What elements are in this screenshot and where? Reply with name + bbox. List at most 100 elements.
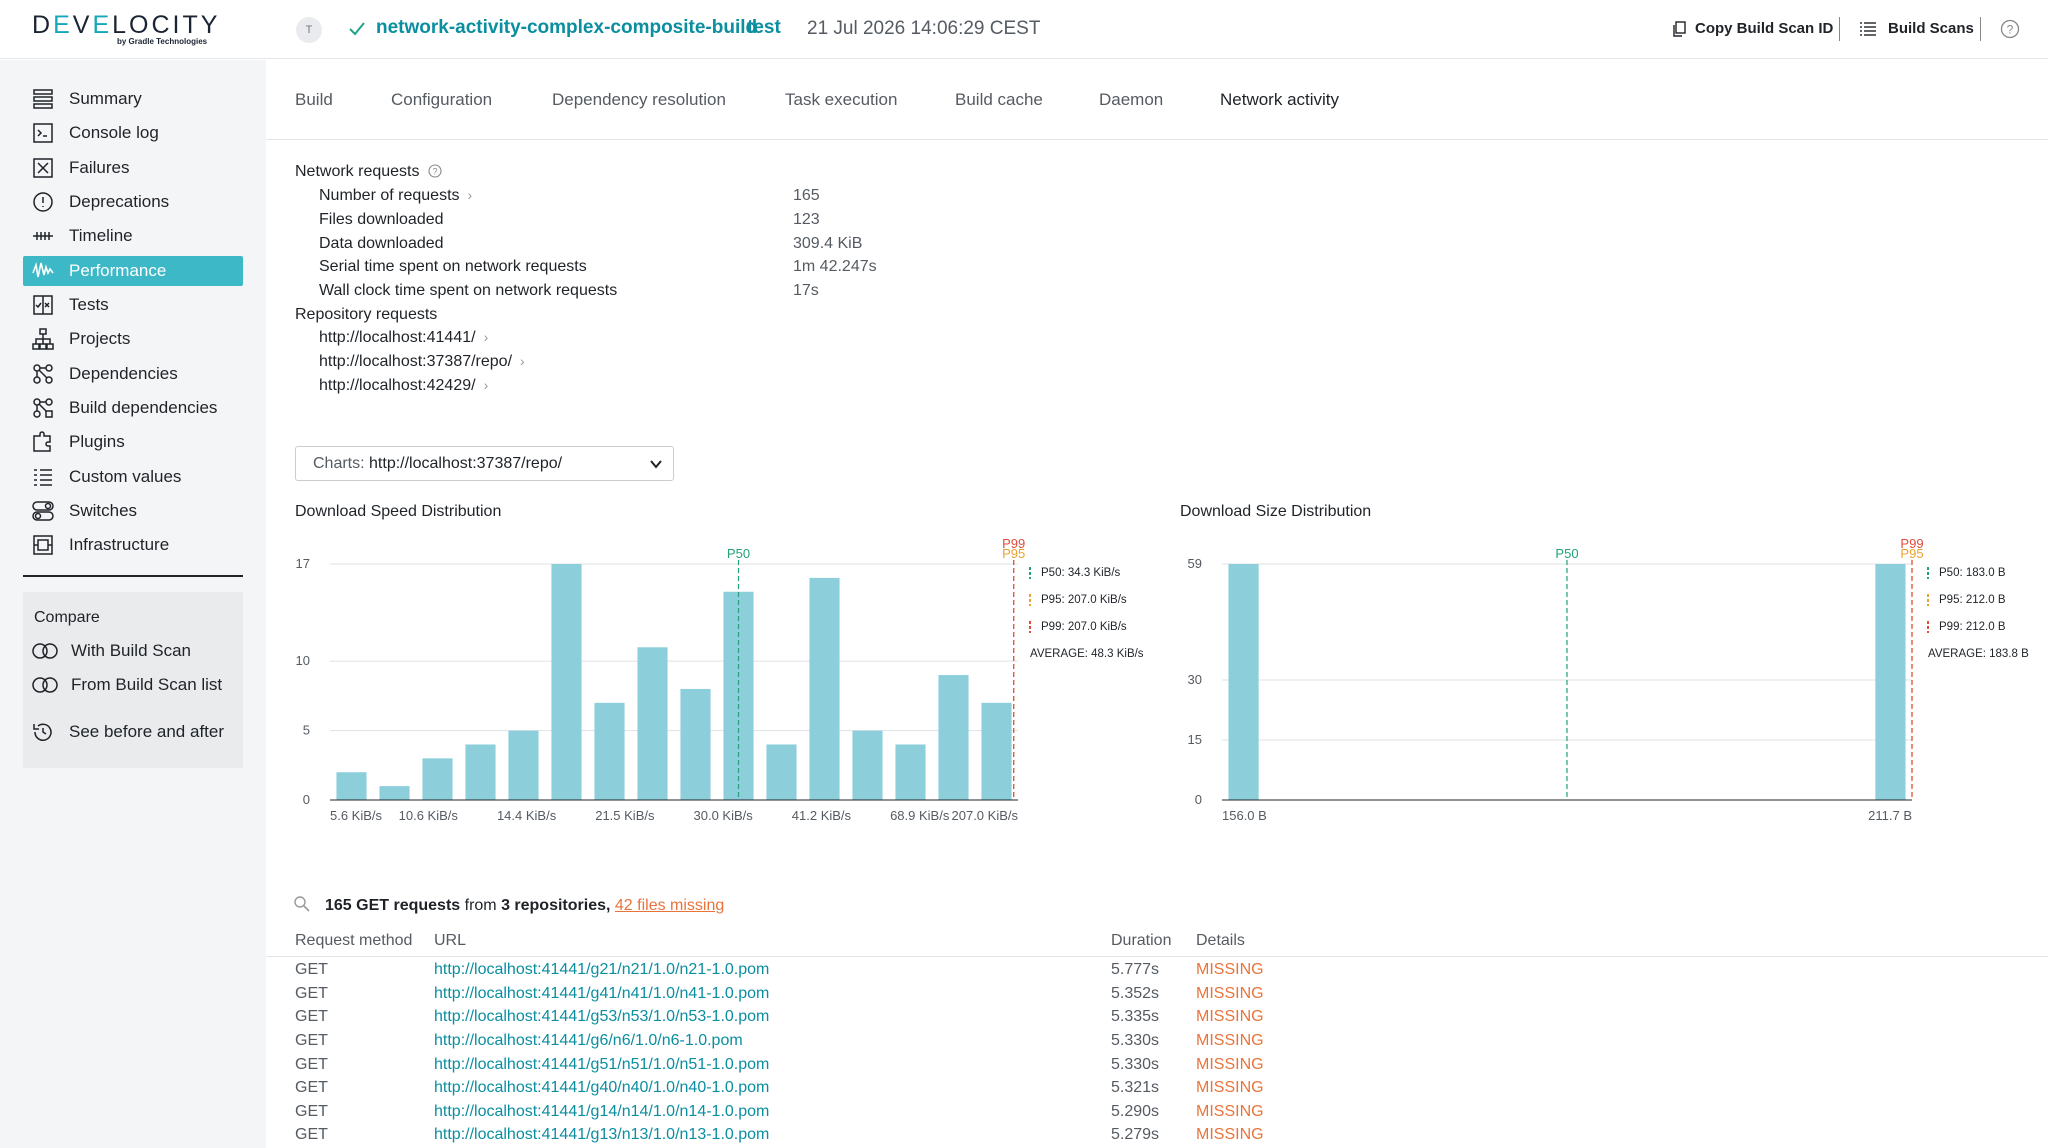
select-value: http://localhost:37387/repo/ [369, 455, 563, 472]
chart-title: Download Speed Distribution [295, 503, 502, 520]
chevron-down-icon [650, 460, 662, 469]
request-method: GET [295, 961, 328, 978]
see-before-and-after-link[interactable]: See before and after [23, 717, 243, 747]
percentile-marker-label: P50 [727, 546, 750, 561]
tab-daemon[interactable]: Daemon [1099, 90, 1164, 109]
sidebar-divider [23, 575, 243, 577]
sidebar-item-summary[interactable]: Summary [23, 84, 243, 114]
repository-link[interactable]: http://localhost:41441/ › [319, 329, 488, 347]
repositories-count: 3 repositories, [501, 897, 611, 914]
sidebar-item-switches[interactable]: Switches [23, 496, 243, 526]
histogram-bar [508, 730, 539, 800]
develocity-logo[interactable]: DEVELOCITY by Gradle Technologies [32, 12, 220, 46]
repository-link[interactable]: http://localhost:37387/repo/ › [319, 353, 525, 371]
y-tick-label: 59 [1188, 556, 1202, 571]
request-url-link[interactable]: http://localhost:41441/g53/n53/1.0/n53-1… [434, 1008, 770, 1025]
percentile-marker-label: P99 [1002, 536, 1025, 551]
stat-label: Number of requests [319, 187, 460, 204]
request-url-link[interactable]: http://localhost:41441/g6/n6/1.0/n6-1.0.… [434, 1032, 743, 1049]
table-row[interactable]: GET http://localhost:41441/g14/n14/1.0/n1… [266, 1100, 2048, 1124]
compare-panel: Compare With Build Scan From Build Scan … [23, 592, 243, 768]
sidebar-item-console-log[interactable]: Console log [23, 118, 243, 148]
table-row[interactable]: GET http://localhost:41441/g40/n40/1.0/n4… [266, 1076, 2048, 1100]
sidebar-item-projects[interactable]: Projects [23, 324, 243, 354]
chevron-right-icon: › [483, 377, 489, 393]
toolbar-divider [1839, 17, 1840, 41]
sidebar-item-plugins[interactable]: Plugins [23, 427, 243, 457]
request-details: MISSING [1196, 1008, 1264, 1025]
charts-repository-select[interactable]: Charts: http://localhost:37387/repo/ [295, 446, 674, 481]
copy-build-scan-id-button[interactable]: Copy Build Scan ID [1695, 20, 1834, 37]
column-header-url[interactable]: URL [434, 932, 467, 949]
histogram-bar [809, 577, 840, 800]
y-tick-label: 5 [303, 723, 310, 738]
histogram-bar [852, 730, 883, 800]
build-scans-button[interactable]: Build Scans [1888, 20, 1974, 37]
compare-from-build-scan-list[interactable]: From Build Scan list [23, 670, 243, 700]
sidebar-item-build-dependencies[interactable]: Build dependencies [23, 393, 243, 423]
tab-configuration[interactable]: Configuration [391, 90, 493, 109]
request-url-link[interactable]: http://localhost:41441/g13/n13/1.0/n13-1… [434, 1126, 770, 1143]
project-name-link[interactable]: network-activity-complex-composite-build [376, 17, 758, 38]
table-row[interactable]: GET http://localhost:41441/g51/n51/1.0/n5… [266, 1053, 2048, 1077]
toolbar-divider [1980, 17, 1981, 41]
stat-value: 17s [793, 282, 819, 299]
info-icon[interactable]: ? [428, 164, 442, 178]
sidebar-item-dependencies[interactable]: Dependencies [23, 359, 243, 389]
compare-with-build-scan[interactable]: With Build Scan [23, 636, 243, 666]
tab-build-cache[interactable]: Build cache [955, 90, 1043, 109]
table-row[interactable]: GET http://localhost:41441/g13/n13/1.0/n1… [266, 1123, 2048, 1147]
tab-dependency-resolution[interactable]: Dependency resolution [552, 90, 726, 109]
sidebar-item-infrastructure[interactable]: Infrastructure [23, 530, 243, 560]
request-method: GET [295, 1103, 328, 1120]
request-duration: 5.335s [1111, 1008, 1160, 1025]
sidebar-item-custom-values[interactable]: Custom values [23, 462, 243, 492]
summary-icon [33, 89, 53, 109]
table-row[interactable]: GET http://localhost:41441/g53/n53/1.0/n5… [266, 1005, 2048, 1029]
missing-files-link[interactable]: 42 files missing [614, 897, 725, 914]
histogram-bar [981, 702, 1012, 800]
table-row[interactable]: GET http://localhost:41441/g21/n21/1.0/n2… [266, 958, 2048, 982]
table-row[interactable]: GET http://localhost:41441/g6/n6/1.0/n6-1… [266, 1029, 2048, 1053]
search-icon [294, 896, 310, 912]
projects-icon [32, 328, 54, 350]
column-header-details[interactable]: Details [1196, 932, 1245, 949]
sidebar-item-performance[interactable]: Performance [23, 256, 243, 286]
success-check-icon [349, 22, 365, 36]
column-header-method[interactable]: Request method [295, 932, 413, 949]
requests-summary: 165 GET requests from 3 repositories, 42… [325, 897, 724, 915]
sidebar-item-label: Switches [69, 501, 138, 520]
console-icon [33, 123, 53, 143]
sidebar-item-label: Tests [69, 295, 109, 314]
request-url-link[interactable]: http://localhost:41441/g14/n14/1.0/n14-1… [434, 1103, 770, 1120]
request-url-link[interactable]: http://localhost:41441/g41/n41/1.0/n41-1… [434, 985, 770, 1002]
task-name-link[interactable]: test [747, 17, 781, 38]
help-icon[interactable]: ? [2000, 19, 2020, 39]
sidebar-item-timeline[interactable]: Timeline [23, 221, 243, 251]
tab-network-activity[interactable]: Network activity [1220, 90, 1340, 109]
column-header-duration[interactable]: Duration [1111, 932, 1172, 949]
request-duration: 5.330s [1111, 1032, 1160, 1049]
performance-icon [32, 261, 54, 278]
request-url-link[interactable]: http://localhost:41441/g40/n40/1.0/n40-1… [434, 1079, 770, 1096]
table-row[interactable]: GET http://localhost:41441/g41/n41/1.0/n4… [266, 982, 2048, 1006]
request-url-link[interactable]: http://localhost:41441/g51/n51/1.0/n51-1… [434, 1056, 770, 1073]
histogram-bar [465, 744, 496, 800]
request-details: MISSING [1196, 961, 1264, 978]
histogram-bar [422, 758, 453, 800]
summary-text: from [460, 897, 502, 914]
stat-number-of-requests[interactable]: Number of requests › [319, 187, 472, 205]
sidebar-item-tests[interactable]: Tests [23, 290, 243, 320]
sidebar-item-deprecations[interactable]: Deprecations [23, 187, 243, 217]
tab-task-execution[interactable]: Task execution [785, 90, 898, 109]
sidebar-item-failures[interactable]: Failures [23, 153, 243, 183]
avatar[interactable]: T [296, 17, 322, 43]
repository-link[interactable]: http://localhost:42429/ › [319, 377, 488, 395]
tab-build[interactable]: Build [295, 90, 333, 109]
request-details: MISSING [1196, 1056, 1264, 1073]
histogram-bar [1228, 564, 1259, 800]
request-url-link[interactable]: http://localhost:41441/g21/n21/1.0/n21-1… [434, 961, 770, 978]
request-details: MISSING [1196, 1126, 1264, 1143]
request-method: GET [295, 1008, 328, 1025]
legend-entry: AVERAGE: 183.8 B [1928, 648, 2029, 660]
